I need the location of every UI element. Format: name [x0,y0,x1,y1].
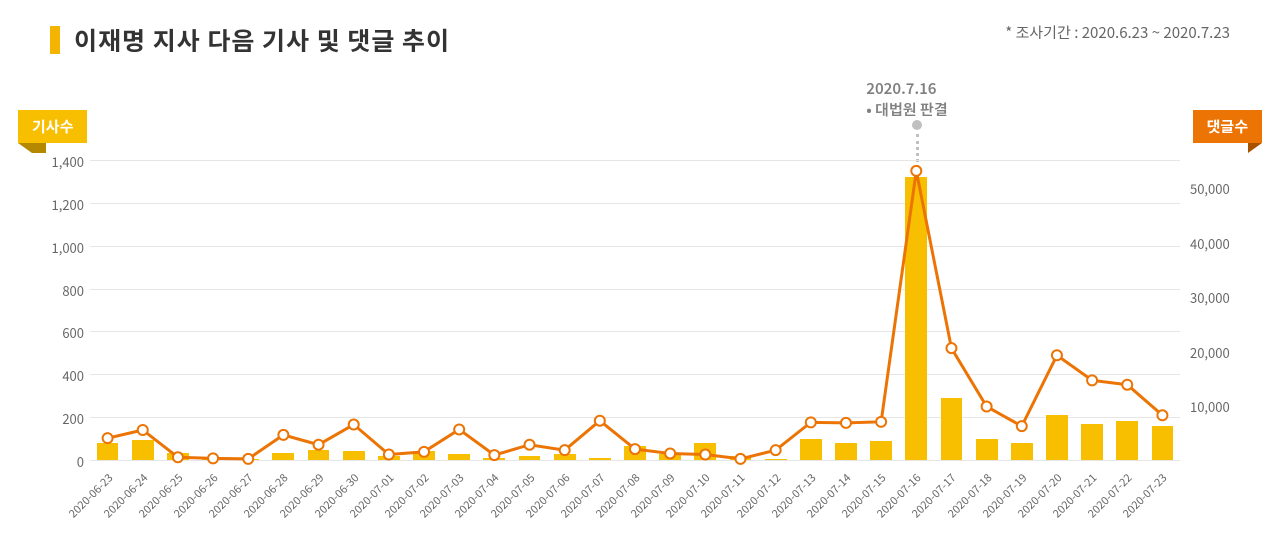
line-marker [138,425,148,435]
y-right-tick: 40,000 [1190,234,1230,253]
y-right-tick: 50,000 [1190,179,1230,198]
bar [870,441,892,460]
line-marker [771,445,781,455]
line-marker [806,417,816,427]
bar [554,454,576,460]
bar [1152,426,1174,460]
bar [976,439,998,460]
line-marker [946,343,956,353]
bar [905,177,927,460]
line-marker [314,440,324,450]
line-marker [982,402,992,412]
line-marker [1017,421,1027,431]
bar [730,456,752,460]
gridline [90,160,1180,161]
gridline [90,460,1180,461]
bar [202,458,224,460]
line-marker [841,418,851,428]
bar [1081,424,1103,460]
legend-badge-comments: 댓글수 [1193,110,1262,143]
survey-period: * 조사기간 : 2020.6.23 ~ 2020.7.23 [1005,22,1230,43]
gridline [90,246,1180,247]
bar [343,451,365,460]
y-left-tick: 1,200 [52,195,84,214]
gridline [90,417,1180,418]
legend-badge-articles: 기사수 [18,110,87,143]
bar [659,454,681,460]
bar [1046,415,1068,460]
bar [132,440,154,460]
page-title: 이재명 지사 다음 기사 및 댓글 추이 [74,22,450,58]
title-bullet [50,26,60,54]
y-right-tick: 10,000 [1190,397,1230,416]
line-marker [349,420,359,430]
annotation-text: • 대법원 판결 [866,99,996,120]
gridline [90,374,1180,375]
y-left-tick: 1,000 [52,238,84,257]
bar [413,451,435,460]
bar [624,446,646,460]
y-right-tick: 20,000 [1190,343,1230,362]
bar [835,443,857,460]
line-marker [1122,380,1132,390]
gridline [90,203,1180,204]
line-marker [1052,350,1062,360]
bar [378,456,400,460]
bar [272,453,294,461]
trend-chart: 0 200 400 600 800 1,000 1,200 1,400 10,000 20,000… [30,150,1250,530]
bar [237,459,259,460]
line-marker [1087,375,1097,385]
y-right-tick: 30,000 [1190,288,1230,307]
bar [483,458,505,460]
line-path [108,171,1163,459]
line-marker [876,417,886,427]
gridline [90,331,1180,332]
line-marker [525,440,535,450]
bar [97,443,119,460]
bar [167,453,189,461]
y-left-tick: 800 [62,281,84,300]
y-left-tick: 200 [62,409,84,428]
y-left-tick: 0 [77,452,84,471]
bar [519,456,541,460]
y-left-tick: 1,400 [52,152,84,171]
bar [1011,443,1033,460]
bar [694,443,716,460]
bar [800,439,822,460]
y-left-tick: 400 [62,366,84,385]
y-left-tick: 600 [62,323,84,342]
line-marker [103,433,113,443]
bar [448,454,470,460]
bar [308,450,330,460]
annotation-dot-icon [912,120,922,130]
bar [941,398,963,460]
line-marker [278,430,288,440]
line-marker [1157,410,1167,420]
gridline [90,289,1180,290]
line-marker [911,166,921,176]
bar [589,458,611,460]
annotation-date: 2020.7.16 [866,78,996,99]
line-marker [454,424,464,434]
bar [765,459,787,460]
bar [1116,421,1138,460]
